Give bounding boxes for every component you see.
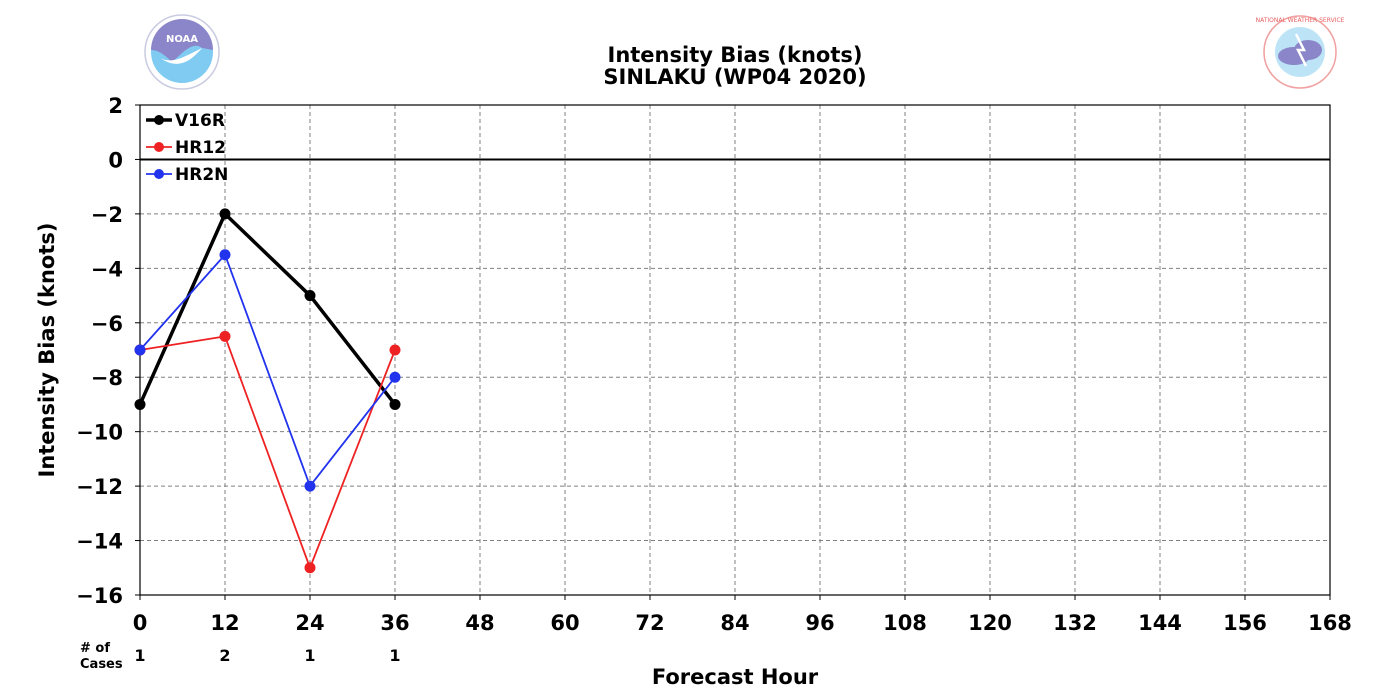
x-axis-ticks: 0 12 24 36 48 60 72 84 96 108 120 132 144 156 168 [133, 595, 1352, 635]
y-tick-label: 2 [108, 94, 123, 118]
noaa-logo-text: NOAA [166, 34, 198, 45]
x-tick-label: 36 [380, 611, 409, 635]
data-point-hr12 [219, 330, 231, 342]
series-group [134, 208, 401, 574]
y-tick-label: −10 [76, 421, 123, 445]
cases-row: 1 2 1 1 [134, 646, 400, 665]
data-point-hr2n [389, 371, 401, 383]
cases-header-line-1: # of [80, 641, 110, 656]
y-tick-label: 0 [108, 148, 123, 172]
data-point-hr2n [304, 480, 316, 492]
series-line-v16r [138, 212, 397, 406]
legend-marker-hr2n [154, 169, 164, 179]
x-tick-label: 48 [465, 611, 494, 635]
y-tick-label: −12 [76, 475, 123, 499]
y-tick-label: −4 [91, 257, 123, 281]
legend: V16R HR12 HR2N [146, 111, 228, 185]
nws-logo: NATIONAL WEATHER SERVICE [1256, 15, 1345, 89]
data-point-hr2n [134, 344, 146, 356]
y-tick-label: −2 [91, 203, 123, 227]
x-tick-label: 12 [210, 611, 239, 635]
legend-label-hr12: HR12 [175, 138, 226, 158]
y-axis-label: Intensity Bias (knots) [35, 223, 59, 478]
y-tick-label: −8 [91, 366, 123, 390]
x-tick-label: 144 [1138, 611, 1182, 635]
chart-subtitle: SINLAKU (WP04 2020) [603, 65, 866, 89]
x-tick-label: 24 [295, 611, 324, 635]
y-tick-label: −6 [91, 312, 123, 336]
legend-label-hr2n: HR2N [175, 165, 228, 185]
data-point-hr12 [304, 562, 316, 574]
data-point-hr2n [219, 249, 231, 261]
y-tick-label: −16 [76, 584, 123, 608]
grid [139, 104, 1331, 596]
cases-header: # of Cases [80, 641, 123, 672]
legend-marker-v16r [154, 115, 164, 125]
x-tick-label: 96 [805, 611, 834, 635]
series-line-hr12 [139, 335, 396, 569]
cases-header-line-2: Cases [80, 657, 123, 672]
x-tick-label: 108 [883, 611, 927, 635]
data-point-v16r [304, 290, 316, 302]
series-line-hr2n [139, 253, 396, 488]
data-point-v16r [134, 398, 146, 410]
x-tick-label: 168 [1308, 611, 1352, 635]
x-axis-label: Forecast Hour [652, 665, 819, 689]
x-tick-label: 120 [968, 611, 1012, 635]
nws-logo-text: NATIONAL WEATHER SERVICE [1256, 17, 1345, 24]
legend-label-v16r: V16R [175, 111, 225, 131]
y-tick-label: −14 [76, 530, 123, 554]
data-point-hr12 [389, 344, 401, 356]
y-axis-ticks: 2 0 −2 −4 −6 −8 −10 −12 −14 −16 [76, 94, 140, 608]
chart-title: Intensity Bias (knots) [608, 43, 863, 67]
x-tick-label: 84 [720, 611, 749, 635]
x-tick-label: 0 [133, 611, 148, 635]
x-tick-label: 132 [1053, 611, 1097, 635]
x-tick-label: 72 [635, 611, 664, 635]
noaa-logo: NOAA [144, 14, 220, 90]
data-point-v16r [219, 208, 231, 220]
data-point-v16r [389, 398, 401, 410]
x-tick-label: 60 [550, 611, 579, 635]
legend-marker-hr12 [154, 142, 164, 152]
case-count: 1 [134, 646, 145, 665]
case-count: 1 [389, 646, 400, 665]
case-count: 2 [219, 646, 230, 665]
case-count: 1 [304, 646, 315, 665]
x-tick-label: 156 [1223, 611, 1267, 635]
